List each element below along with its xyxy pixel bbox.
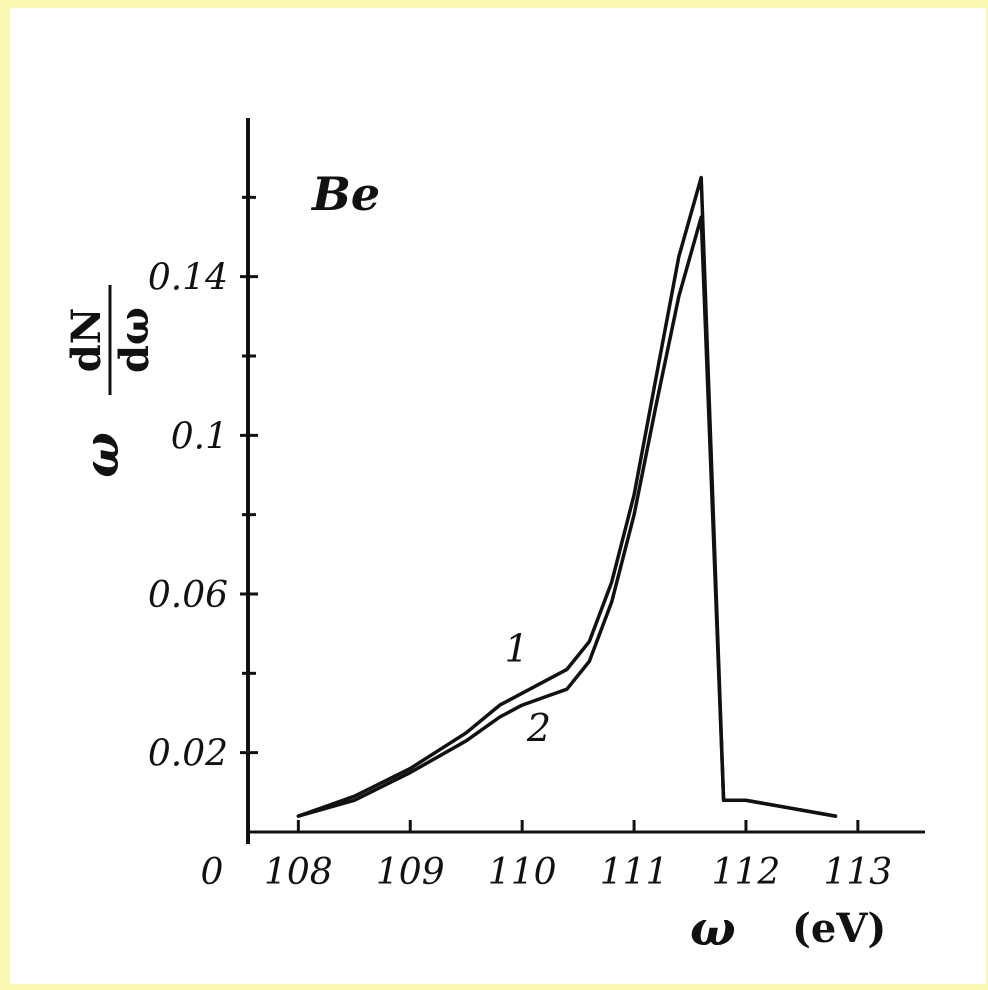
curve-label-1: 1 [504,626,528,670]
y-axis-label-denominator: dω [111,307,158,373]
y-tick-label: 0.1 [171,416,228,457]
chart-title: Be [310,167,380,221]
x-tick-label: 112 [712,852,781,893]
x-tick-label: 111 [600,852,669,893]
axes [246,118,925,844]
ticks: 108 109 110 111 112 113 0 0.02 0.06 0.1 0.14 [148,195,893,893]
x-tick-label: 110 [488,852,557,893]
x-tick-label: 109 [376,852,445,893]
y-tick-label: 0.14 [148,258,228,299]
y-tick-label: 0.02 [148,734,228,775]
x-tick-label: 113 [824,852,893,893]
y-axis-label-numerator: dN [63,308,110,373]
y-axis-label: ω dN dω [63,285,158,478]
series-line-2 [296,215,838,818]
y-tick-label: 0.06 [148,575,228,616]
origin-label: 0 [201,852,224,893]
series [296,175,838,818]
y-axis-label-prefix: ω [74,432,130,478]
x-axis-label-symbol: ω [690,901,736,957]
x-axis-label-unit: (eV) [792,905,886,952]
curve-label-2: 2 [526,706,551,750]
series-line-1 [296,175,838,818]
x-tick-label: 108 [264,852,333,893]
labels: 1 2 Be ω (eV) ω dN dω [63,167,886,957]
